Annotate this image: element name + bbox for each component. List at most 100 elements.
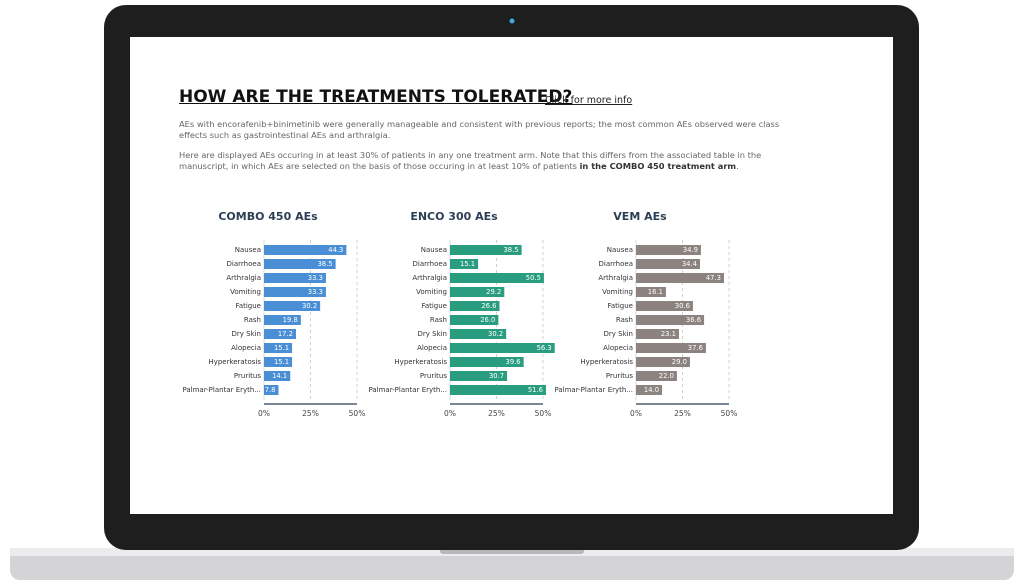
bar bbox=[636, 287, 666, 297]
category-label: Nausea bbox=[421, 246, 447, 254]
value-label: 47.3 bbox=[706, 274, 721, 282]
bar bbox=[450, 273, 544, 283]
category-label: Rash bbox=[244, 316, 261, 324]
x-tick-label: 25% bbox=[674, 409, 691, 418]
value-label: 36.6 bbox=[686, 316, 701, 324]
text: Here are displayed AEs occuring in at le… bbox=[179, 150, 762, 171]
category-label: Hyperkeratosis bbox=[580, 358, 633, 366]
value-label: 38.5 bbox=[503, 246, 518, 254]
bar bbox=[636, 343, 706, 353]
value-label: 30.2 bbox=[302, 302, 317, 310]
value-label: 51.6 bbox=[528, 386, 543, 394]
category-label: Pruritus bbox=[234, 372, 261, 380]
x-tick-label: 0% bbox=[444, 409, 456, 418]
category-label: Diarrhoea bbox=[413, 260, 447, 268]
category-label: Palmar-Plantar Eryth... bbox=[368, 386, 447, 394]
bar bbox=[636, 315, 705, 325]
x-tick-label: 50% bbox=[535, 409, 552, 418]
bar bbox=[450, 315, 499, 325]
category-label: Nausea bbox=[607, 246, 633, 254]
value-label: 16.1 bbox=[648, 288, 663, 296]
bar bbox=[264, 371, 291, 381]
value-label: 7.8 bbox=[265, 386, 276, 394]
category-label: Hyperkeratosis bbox=[208, 358, 261, 366]
category-label: Arthralgia bbox=[412, 274, 447, 282]
bar bbox=[636, 385, 663, 395]
bar bbox=[264, 343, 293, 353]
category-label: Vomiting bbox=[602, 288, 633, 296]
x-tick-label: 0% bbox=[630, 409, 642, 418]
category-label: Palmar-Plantar Eryth... bbox=[554, 386, 633, 394]
value-label: 50.5 bbox=[526, 274, 541, 282]
value-label: 44.3 bbox=[328, 246, 343, 254]
category-label: Diarrhoea bbox=[227, 260, 261, 268]
category-label: Dry Skin bbox=[603, 330, 633, 338]
value-label: 26.0 bbox=[480, 316, 495, 324]
bar bbox=[264, 315, 301, 325]
value-label: 38.5 bbox=[317, 260, 332, 268]
value-label: 30.6 bbox=[675, 302, 690, 310]
value-label: 39.6 bbox=[506, 358, 521, 366]
chart-title: COMBO 450 AEs bbox=[218, 210, 318, 223]
value-label: 15.1 bbox=[460, 260, 475, 268]
bar bbox=[636, 329, 679, 339]
value-label: 34.4 bbox=[682, 260, 697, 268]
category-label: Vomiting bbox=[416, 288, 447, 296]
value-label: 14.1 bbox=[272, 372, 287, 380]
category-label: Alopecia bbox=[417, 344, 447, 352]
value-label: 15.1 bbox=[274, 344, 289, 352]
bar bbox=[264, 287, 326, 297]
text: . bbox=[736, 160, 739, 171]
category-label: Fatigue bbox=[235, 302, 261, 310]
bar bbox=[450, 245, 522, 255]
value-label: 17.2 bbox=[278, 330, 293, 338]
bar bbox=[450, 301, 500, 311]
value-label: 23.1 bbox=[661, 330, 676, 338]
category-label: Pruritus bbox=[606, 372, 633, 380]
bar bbox=[636, 357, 690, 367]
bar bbox=[450, 287, 505, 297]
bar bbox=[264, 273, 326, 283]
category-label: Alopecia bbox=[231, 344, 261, 352]
value-label: 14.0 bbox=[644, 386, 659, 394]
category-label: Dry Skin bbox=[231, 330, 261, 338]
category-label: Alopecia bbox=[603, 344, 633, 352]
category-label: Arthralgia bbox=[226, 274, 261, 282]
bar bbox=[264, 385, 279, 395]
bar bbox=[450, 357, 524, 367]
category-label: Pruritus bbox=[420, 372, 447, 380]
value-label: 19.8 bbox=[283, 316, 298, 324]
category-label: Rash bbox=[616, 316, 633, 324]
bar bbox=[636, 245, 701, 255]
bar bbox=[264, 259, 336, 269]
category-label: Nausea bbox=[235, 246, 261, 254]
value-label: 26.6 bbox=[481, 302, 496, 310]
x-tick-label: 50% bbox=[349, 409, 366, 418]
bar bbox=[450, 371, 508, 381]
bar bbox=[264, 329, 296, 339]
category-label: Fatigue bbox=[607, 302, 633, 310]
value-label: 30.2 bbox=[488, 330, 503, 338]
value-label: 56.3 bbox=[537, 344, 552, 352]
category-label: Fatigue bbox=[421, 302, 447, 310]
bar bbox=[264, 301, 321, 311]
bar bbox=[450, 385, 546, 395]
value-label: 29.2 bbox=[486, 288, 501, 296]
paragraph: AEs with encorafenib+binimetinib were ge… bbox=[179, 119, 780, 140]
bar bbox=[636, 273, 724, 283]
chart-title: ENCO 300 AEs bbox=[410, 210, 498, 223]
value-label: 22.0 bbox=[659, 372, 674, 380]
x-tick-label: 25% bbox=[302, 409, 319, 418]
category-label: Palmar-Plantar Eryth... bbox=[182, 386, 261, 394]
more-info-link[interactable]: Click for more info bbox=[545, 95, 633, 106]
value-label: 37.6 bbox=[688, 344, 703, 352]
bar bbox=[450, 343, 555, 353]
category-label: Diarrhoea bbox=[599, 260, 633, 268]
category-label: Dry Skin bbox=[417, 330, 447, 338]
page-title: HOW ARE THE TREATMENTS TOLERATED? bbox=[179, 87, 573, 107]
bar bbox=[636, 301, 693, 311]
bar bbox=[450, 329, 507, 339]
x-tick-label: 0% bbox=[258, 409, 270, 418]
